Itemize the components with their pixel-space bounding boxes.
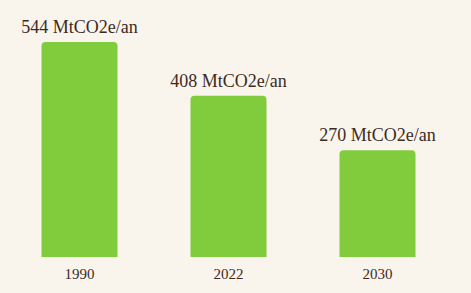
- svg-text:2030: 2030: [363, 266, 393, 282]
- svg-text:408 MtCO2e/an: 408 MtCO2e/an: [170, 71, 287, 91]
- svg-text:1990: 1990: [65, 266, 95, 282]
- svg-text:2022: 2022: [214, 266, 244, 282]
- svg-text:544 MtCO2e/an: 544 MtCO2e/an: [21, 17, 138, 37]
- svg-text:270 MtCO2e/an: 270 MtCO2e/an: [319, 125, 436, 145]
